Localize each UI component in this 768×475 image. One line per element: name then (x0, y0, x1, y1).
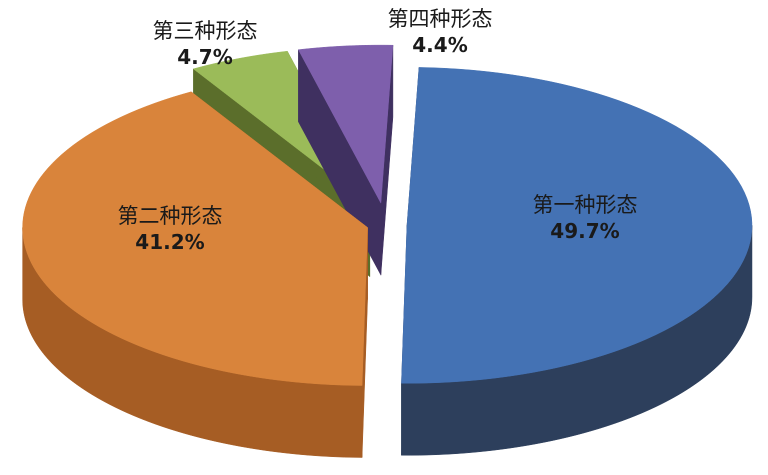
category-label: 第三种形态 (152, 19, 258, 43)
value-label: 4.7% (177, 45, 233, 69)
label-slice-3: 第三种形态 4.7% (153, 18, 258, 70)
category-label: 第四种形态 (387, 7, 493, 31)
label-slice-2: 第二种形态 41.2% (118, 203, 223, 255)
category-label: 第二种形态 (117, 204, 223, 228)
value-label: 49.7% (550, 219, 620, 243)
value-label: 41.2% (135, 230, 205, 254)
slice-2-top (22, 91, 368, 386)
category-label: 第一种形态 (532, 193, 638, 217)
value-label: 4.4% (412, 33, 468, 57)
label-slice-4: 第四种形态 4.4% (388, 6, 493, 58)
label-slice-1: 第一种形态 49.7% (533, 192, 638, 244)
slice-4-top (297, 44, 394, 204)
slice-1-top (401, 67, 753, 384)
